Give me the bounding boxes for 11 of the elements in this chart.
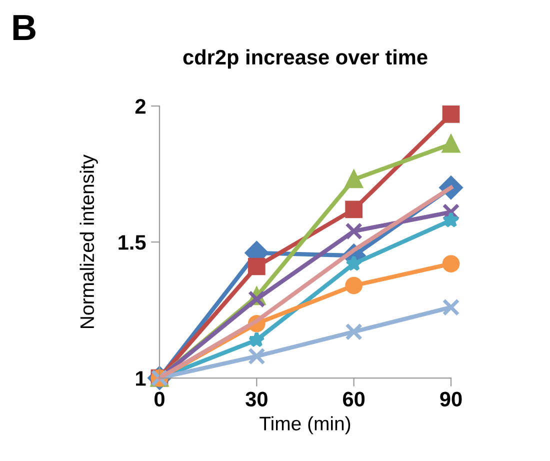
y-tick-label: 1 (136, 371, 146, 386)
x-tick-label: 90 (440, 392, 462, 407)
text: B (13, 15, 36, 40)
x-axis-title: Time (min) (260, 416, 350, 434)
chart-title: cdr2p increase over time (183, 49, 428, 69)
y-tick-label: 2 (135, 99, 146, 114)
y-axis-title: Normalized intensity (80, 154, 98, 328)
x-tick-label: 30 (246, 392, 268, 407)
x-tick-label: 0 (154, 392, 164, 407)
y-tick-label: 1.5 (118, 235, 146, 250)
x-tick-label: 60 (343, 392, 365, 407)
